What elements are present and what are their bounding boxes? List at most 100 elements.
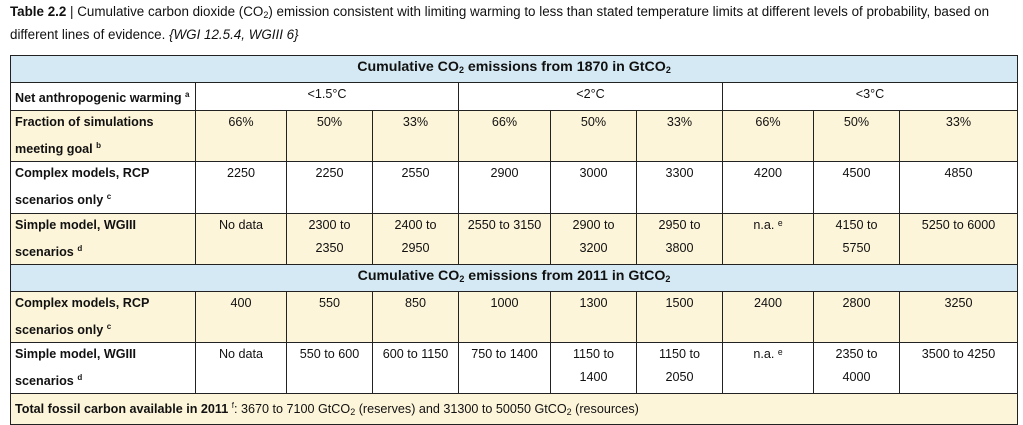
subscript: 2 — [458, 65, 464, 75]
table-label: Table 2.2 — [10, 4, 67, 19]
cell-line-2: 2950 — [401, 240, 430, 255]
cell-line-1: 600 to 1150 — [382, 346, 449, 361]
table-cell: 1000 — [458, 290, 551, 343]
group-3c: <3°C — [721, 81, 1019, 112]
footer-text-b: (reserves) and 31300 to 50050 GtCO — [355, 402, 567, 417]
table-cell: 550 to 600 — [286, 341, 373, 395]
cell-line-2: 5750 — [842, 240, 871, 255]
subscript: 2 — [665, 273, 671, 284]
table-caption: Table 2.2 | Cumulative carbon dioxide (C… — [10, 2, 1015, 44]
label-line-1: Simple model, WGIII — [15, 346, 137, 361]
group-1-5c: <1.5°C — [195, 81, 459, 112]
cell-line-1: 1150 to — [572, 346, 615, 361]
subscript: 2 — [665, 65, 671, 75]
simple-model-row-1870: Simple model, WGIII scenarios d No data 2… — [10, 212, 1019, 265]
cell-line-1: 2550 to 3150 — [467, 217, 542, 232]
table-cell: 3500 to 4250 — [898, 341, 1019, 395]
table-cell: 2250 — [195, 161, 287, 214]
cell-line-1: 2300 to — [308, 217, 351, 232]
table-cell: 2250 — [286, 161, 373, 214]
row-label: Simple model, WGIII scenarios d — [10, 341, 196, 395]
table-cell: No data — [195, 212, 287, 265]
table-cell: 750 to 1400 — [458, 341, 551, 395]
table-cell: 2950 to 3800 — [636, 212, 723, 265]
table-cell: 1500 — [636, 290, 723, 343]
cell-line-1: n.a. ᵉ — [753, 217, 783, 232]
row-label: Simple model, WGIII scenarios d — [10, 212, 196, 265]
fraction-row: Fraction of simulations meeting goal b 66… — [10, 110, 1019, 163]
table-cell: 3300 — [636, 161, 723, 214]
cell-line-1: No data — [218, 217, 264, 232]
footnote-marker: f — [231, 401, 234, 411]
cell-line-1: 4150 to — [835, 217, 878, 232]
cell-line-2: 3800 — [665, 240, 694, 255]
table-cell: 400 — [195, 290, 287, 343]
cell-line-1: No data — [218, 346, 264, 361]
label-text: Net anthropogenic warming — [15, 91, 182, 106]
table-cell: No data — [195, 341, 287, 395]
table-cell: 600 to 1150 — [372, 341, 459, 395]
table-cell: 4500 — [813, 161, 900, 214]
table-cell: 2800 — [813, 290, 900, 343]
caption-subscript: 2 — [263, 10, 269, 20]
cell-line-2: 3200 — [579, 240, 608, 255]
cell-line-2: 1400 — [579, 369, 608, 384]
label-line-2: meeting goal — [15, 142, 93, 157]
table-cell: 2350 to 4000 — [813, 341, 900, 395]
table-cell: 1150 to 2050 — [636, 341, 723, 395]
footnote-marker: c — [106, 192, 112, 202]
table-cell: 5250 to 6000 — [898, 212, 1019, 265]
cell-line-2: 4000 — [842, 369, 871, 384]
table-cell: n.a. ᵉ — [722, 212, 814, 265]
footnote-marker: d — [77, 243, 83, 253]
table-cell: n.a. ᵉ — [722, 341, 814, 395]
table-cell: 66% — [722, 110, 814, 163]
cell-line-1: n.a. ᵉ — [753, 346, 783, 361]
label-line-1: Simple model, WGIII — [15, 217, 137, 232]
footnote-marker: d — [77, 372, 83, 382]
cell-line-2: 2050 — [665, 369, 694, 384]
emissions-table: Cumulative CO2 emissions from 1870 in Gt… — [9, 55, 1019, 425]
caption-text-a: Cumulative carbon dioxide (CO — [77, 4, 264, 19]
table-cell: 66% — [195, 110, 287, 163]
simple-model-row-2011: Simple model, WGIII scenarios d No data 5… — [10, 341, 1019, 395]
caption-separator: | — [66, 4, 78, 19]
section-title: Cumulative CO — [357, 267, 460, 284]
table-cell: 1150 to 1400 — [550, 341, 637, 395]
table-cell: 33% — [372, 110, 459, 163]
table-cell: 2550 to 3150 — [458, 212, 551, 265]
footer-text-a: : 3670 to 7100 GtCO — [233, 402, 351, 417]
footer-label: Total fossil carbon available in 2011 — [15, 402, 229, 417]
cell-line-1: 2900 to — [572, 217, 615, 232]
table-cell: 50% — [550, 110, 637, 163]
section-title: Cumulative CO — [357, 59, 459, 75]
table-cell: 2900 to 3200 — [550, 212, 637, 265]
section-title-rest: emissions from 2011 in GtCO — [464, 267, 666, 284]
table-cell: 50% — [813, 110, 900, 163]
footnote-marker: a — [185, 90, 190, 99]
row-label: Fraction of simulations meeting goal b — [10, 110, 196, 163]
table-cell: 33% — [636, 110, 723, 163]
cell-line-1: 3500 to 4250 — [921, 346, 996, 361]
cell-line-1: 2400 to — [394, 217, 437, 232]
row-label: Net anthropogenic warming a — [10, 81, 196, 112]
table-cell: 2900 — [458, 161, 551, 214]
table-cell: 33% — [898, 110, 1019, 163]
table-cell: 4850 — [898, 161, 1019, 214]
footnote-marker: c — [106, 321, 112, 331]
caption-reference: {WGI 12.5.4, WGIII 6} — [169, 27, 299, 42]
label-line-1: Fraction of simulations — [15, 115, 154, 130]
table-cell: 550 — [286, 290, 373, 343]
cell-line-1: 550 to 600 — [299, 346, 360, 361]
label-line-2: scenarios only — [15, 193, 104, 208]
table-cell: 2300 to 2350 — [286, 212, 373, 265]
table-cell: 66% — [458, 110, 551, 163]
caption-text-b: ) emission consistent with limiting warm… — [10, 4, 990, 42]
table-cell: 3000 — [550, 161, 637, 214]
label-line-2: scenarios — [15, 374, 74, 389]
table-cell: 2400 — [722, 290, 814, 343]
footer-note: Total fossil carbon available in 2011 f:… — [9, 393, 1019, 425]
cell-line-1: 750 to 1400 — [471, 346, 538, 361]
complex-models-row-2011: Complex models, RCP scenarios only c 400 … — [10, 290, 1019, 343]
cell-line-1: 2350 to — [835, 346, 878, 361]
